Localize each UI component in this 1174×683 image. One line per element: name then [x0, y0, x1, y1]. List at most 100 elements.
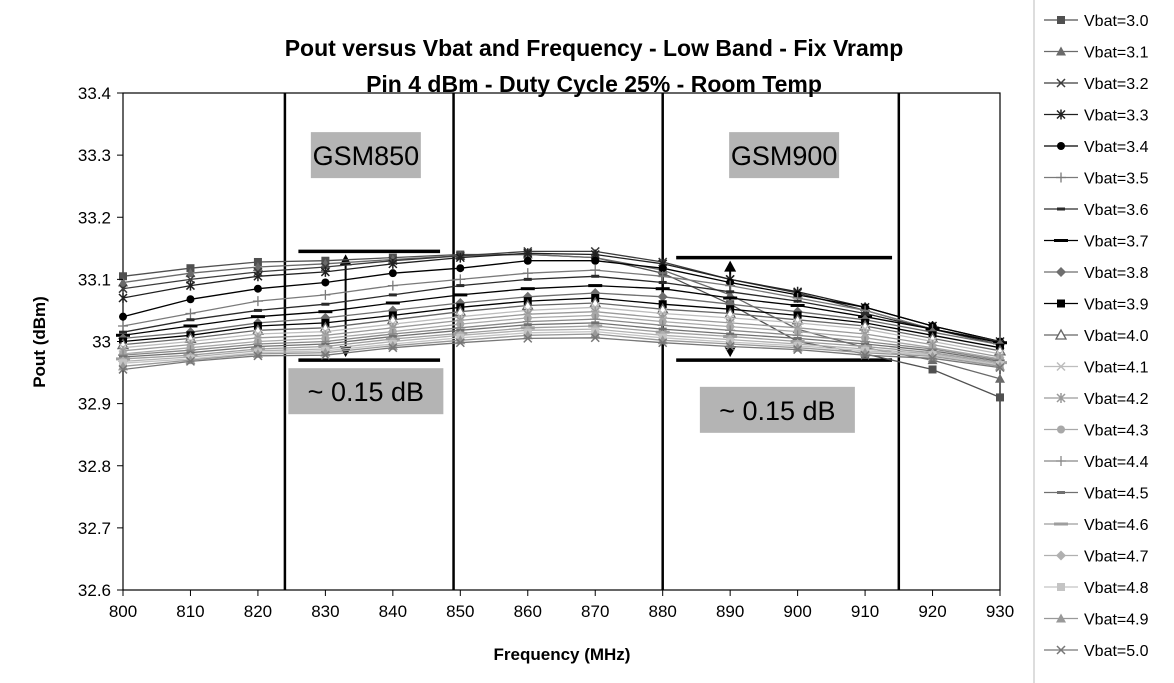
data-point	[456, 284, 465, 288]
legend-item: Vbat=3.3	[1044, 108, 1149, 125]
annotation-box	[699, 386, 855, 433]
x-tick-label: 810	[176, 602, 204, 621]
data-point	[726, 290, 735, 294]
x-tick-label: 900	[783, 602, 811, 621]
data-point	[1054, 522, 1068, 526]
data-point	[1056, 456, 1066, 466]
series-line	[122, 322, 1001, 363]
data-point	[1056, 393, 1066, 403]
data-point	[388, 269, 397, 278]
series-line	[122, 275, 1001, 343]
data-point	[655, 287, 670, 291]
data-point	[183, 324, 198, 328]
x-tick-label: 910	[851, 602, 879, 621]
data-point	[1056, 109, 1066, 120]
legend-item: Vbat=3.8	[1044, 265, 1149, 282]
data-point	[118, 293, 128, 304]
data-point	[185, 268, 196, 278]
y-tick-label: 32.6	[78, 581, 111, 600]
data-point	[1056, 613, 1066, 623]
series-line	[122, 253, 1001, 380]
annotation-text: ~ 0.15 dB	[308, 377, 424, 407]
data-point	[523, 333, 533, 343]
data-point	[523, 277, 532, 281]
y-tick-label: 32.7	[78, 519, 111, 538]
data-point	[520, 287, 535, 291]
bracket-arrow-up-head	[724, 260, 737, 272]
legend-label: Vbat=3.0	[1084, 13, 1149, 30]
data-point	[591, 256, 600, 265]
data-point	[456, 264, 465, 273]
y-axis-ticks: 32.6 32.7 32.8 32.9 33 33.1 33.2 33.3 33.4	[78, 84, 123, 600]
data-point	[1057, 425, 1065, 434]
data-point	[793, 345, 803, 355]
x-axis-label: Frequency (MHz)	[494, 645, 631, 664]
data-point	[320, 266, 330, 277]
annotation-box	[310, 132, 421, 179]
legend-item: Vbat=3.0	[1044, 13, 1149, 30]
data-point	[1056, 172, 1066, 183]
data-point	[1056, 361, 1066, 372]
data-point	[1057, 142, 1065, 150]
x-tick-label: 860	[514, 602, 542, 621]
data-point	[253, 271, 263, 282]
data-point	[185, 356, 195, 366]
data-point	[253, 351, 263, 361]
series-line	[122, 260, 1001, 343]
data-point	[658, 338, 668, 348]
data-point	[119, 272, 127, 281]
series-line	[122, 330, 1001, 366]
data-point	[591, 274, 600, 278]
data-point	[861, 312, 870, 316]
data-point	[996, 393, 1004, 402]
series-line	[122, 333, 1001, 367]
data-point	[657, 271, 668, 282]
legend-label: Vbat=4.2	[1084, 391, 1149, 408]
data-point	[118, 320, 128, 331]
x-tick-label: 830	[311, 602, 339, 621]
series-line	[122, 306, 1001, 355]
series-line	[122, 292, 1001, 346]
series-line	[122, 328, 1001, 365]
legend-label: Vbat=3.5	[1084, 171, 1149, 188]
data-point	[590, 265, 601, 276]
data-point	[522, 330, 533, 340]
legend-item: Vbat=4.7	[1044, 549, 1149, 566]
annotation-boxes: GSM850 GSM900 ~ 0.15 dB ~ 0.15 dB	[288, 132, 855, 433]
data-point	[1056, 267, 1066, 277]
data-point	[318, 310, 333, 314]
data-point	[1057, 16, 1065, 24]
data-point	[657, 291, 668, 302]
data-point	[928, 353, 938, 363]
data-point	[658, 280, 667, 284]
series-group	[116, 246, 1007, 402]
data-point	[119, 312, 127, 321]
x-tick-label: 850	[446, 602, 474, 621]
data-point	[860, 350, 870, 360]
data-point	[387, 280, 398, 291]
data-point	[793, 336, 802, 340]
data-point	[186, 295, 195, 304]
x-tick-label: 880	[649, 602, 677, 621]
data-point	[185, 308, 196, 319]
series-line	[122, 318, 1001, 361]
legend-item: Vbat=4.6	[1044, 517, 1149, 534]
series-line	[122, 284, 1001, 344]
data-point	[523, 248, 533, 259]
data-point	[320, 258, 331, 268]
legend-label: Vbat=3.1	[1084, 45, 1149, 62]
y-tick-label: 32.8	[78, 457, 111, 476]
legend-item: Vbat=4.2	[1044, 391, 1149, 408]
legend-label: Vbat=3.3	[1084, 108, 1149, 125]
chart-title-line1: Pout versus Vbat and Frequency - Low Ban…	[285, 35, 904, 61]
data-point	[320, 289, 331, 300]
series-line	[122, 325, 1001, 364]
legend-label: Vbat=4.7	[1084, 549, 1149, 566]
legend-label: Vbat=4.5	[1084, 486, 1149, 503]
data-point	[453, 293, 468, 297]
x-tick-label: 890	[716, 602, 744, 621]
y-tick-label: 33.2	[78, 208, 111, 227]
annotation-text: ~ 0.15 dB	[719, 396, 835, 426]
data-point	[1056, 550, 1066, 561]
legend-item: Vbat=3.6	[1044, 202, 1149, 219]
